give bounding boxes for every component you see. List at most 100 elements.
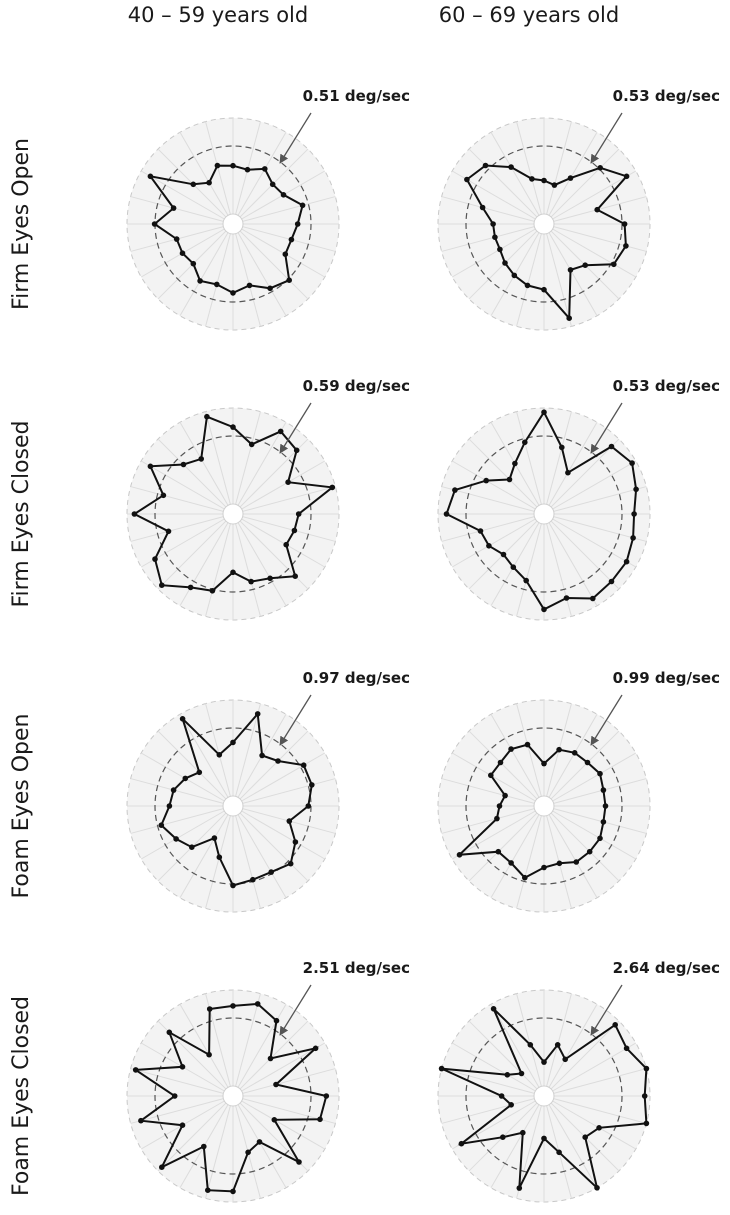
radar-data-point <box>496 803 503 809</box>
radar-spoke <box>490 522 540 607</box>
row-title-1: Firm Eyes Open <box>9 138 34 310</box>
radar-data-point <box>551 182 558 188</box>
radar-spoke <box>239 230 309 300</box>
radar-data-point <box>152 556 158 562</box>
radar-data-point <box>269 181 276 188</box>
radar-spoke <box>441 778 535 804</box>
radar-data-point <box>248 578 254 585</box>
radar-data-point <box>566 315 572 322</box>
column-title-1: 40 – 59 years old <box>128 3 308 27</box>
radar-spoke <box>548 713 598 798</box>
radar-data-point <box>187 584 194 591</box>
radar-data-point <box>522 439 528 446</box>
radar-data-point <box>508 860 514 866</box>
radar-data-point <box>198 456 204 462</box>
radar-inner-circle <box>222 503 244 525</box>
radar-data-point <box>597 770 603 777</box>
radar-spoke <box>235 993 261 1087</box>
row-title-2: Firm Eyes Closed <box>9 420 34 607</box>
radar-data-point <box>206 1006 213 1012</box>
radar-spoke <box>546 411 572 505</box>
radar-data-point <box>293 447 300 454</box>
radar-spoke <box>451 228 536 278</box>
radar-spoke <box>130 1098 224 1124</box>
radar-data-point <box>179 1064 186 1070</box>
radar-spoke <box>468 812 538 882</box>
radar-data-point <box>286 277 293 284</box>
radar-data-point <box>488 772 494 779</box>
radar-spoke <box>130 778 224 804</box>
radar-spoke <box>548 814 598 899</box>
radar-data-point <box>556 1149 562 1156</box>
radar-data-point <box>494 815 500 822</box>
speed-arrow <box>590 694 623 746</box>
radar-data-point <box>230 882 236 889</box>
radar-spoke <box>237 814 287 899</box>
radar-data-point <box>296 1159 302 1165</box>
radar-spoke <box>546 993 572 1087</box>
radar-spoke <box>451 810 536 860</box>
radar-data-point <box>492 234 498 240</box>
radar-spoke <box>451 460 536 510</box>
speed-arrow <box>590 402 623 454</box>
radar-data-point <box>248 441 255 448</box>
radar-spoke <box>237 522 287 607</box>
speed-label: 2.51 deg/sec <box>303 959 410 977</box>
radar-data-point <box>456 852 463 858</box>
radar-data-point <box>305 803 312 809</box>
radar-data-point <box>300 762 307 768</box>
radar-spoke <box>235 703 261 797</box>
radar-data-point <box>458 1140 465 1147</box>
radar-data-point <box>166 803 173 809</box>
radar-data-point <box>554 1042 561 1048</box>
radar-data-point <box>171 1093 178 1099</box>
radar-spoke <box>548 522 598 607</box>
radar-data-point <box>522 874 528 881</box>
radar-spoke <box>552 518 637 568</box>
radar-data-point <box>230 569 236 576</box>
radar-spoke <box>140 170 225 220</box>
column-titles: 40 – 59 years old 60 – 69 years old <box>128 3 619 27</box>
radar-spoke <box>468 730 538 800</box>
radar-data-point <box>267 1055 274 1062</box>
radar-spoke <box>237 1104 287 1189</box>
radar-data-point <box>504 1072 511 1078</box>
speed-label: 0.53 deg/sec <box>613 377 720 395</box>
radar-spoke <box>516 703 542 797</box>
radar-data-point <box>268 869 275 875</box>
radar-spoke <box>468 148 538 218</box>
radar-data-point <box>524 282 531 289</box>
radar-data-point <box>158 822 165 828</box>
radar-spoke <box>179 232 229 317</box>
radar-data-point <box>559 444 565 451</box>
radar-data-point <box>288 236 295 243</box>
radar-spoke <box>205 1105 231 1199</box>
radar-data-point <box>291 527 298 534</box>
radar-spoke <box>157 730 227 800</box>
radar-data-point <box>500 1134 506 1140</box>
radar-spoke <box>550 520 620 590</box>
radar-data-point <box>182 775 189 782</box>
radar-data-point <box>512 460 518 467</box>
radar-spoke <box>179 522 229 607</box>
radar-data-point <box>594 206 600 213</box>
radar-data-point <box>196 769 203 776</box>
radar-data-point <box>292 839 299 845</box>
radar-data-point <box>230 290 236 296</box>
radar-data-point <box>497 246 503 253</box>
radar-spoke <box>242 778 336 804</box>
radar-spoke <box>548 232 598 317</box>
radar-spoke <box>130 1068 224 1094</box>
radar-spoke <box>237 1003 287 1088</box>
speed-label: 2.64 deg/sec <box>613 959 720 977</box>
radar-data-point <box>518 1070 525 1077</box>
radar-data-point <box>179 716 186 722</box>
radar-panel: 0.99 deg/sec <box>437 669 720 913</box>
radar-data-point <box>206 1051 212 1058</box>
radar-data-point <box>254 711 261 717</box>
radar-data-point <box>204 413 210 420</box>
radar-data-point <box>159 582 165 588</box>
radar-data-point <box>611 261 617 268</box>
radar-spoke <box>490 713 540 798</box>
radar-data-point <box>189 844 195 850</box>
